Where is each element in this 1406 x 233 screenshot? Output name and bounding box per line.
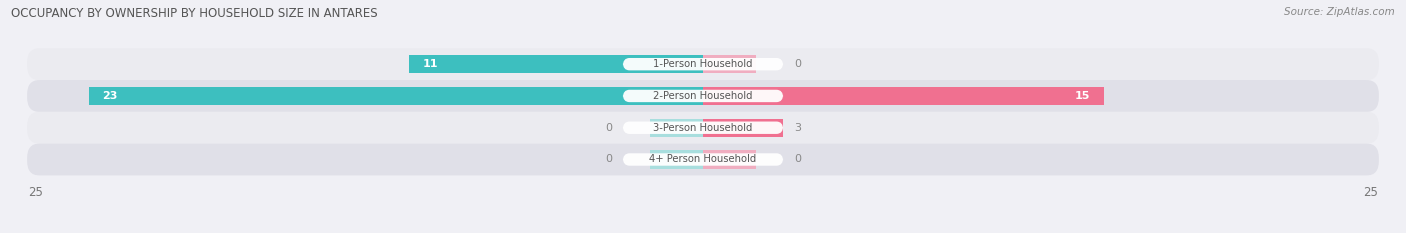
FancyBboxPatch shape: [623, 153, 783, 166]
Bar: [409, 55, 703, 73]
FancyBboxPatch shape: [623, 58, 783, 70]
Bar: [703, 87, 1104, 105]
Text: 0: 0: [794, 154, 801, 164]
Text: 1-Person Household: 1-Person Household: [654, 59, 752, 69]
Bar: [89, 87, 703, 105]
Text: 23: 23: [101, 91, 117, 101]
Bar: [650, 150, 703, 169]
Text: 3-Person Household: 3-Person Household: [654, 123, 752, 133]
FancyBboxPatch shape: [27, 144, 1379, 175]
Text: OCCUPANCY BY OWNERSHIP BY HOUSEHOLD SIZE IN ANTARES: OCCUPANCY BY OWNERSHIP BY HOUSEHOLD SIZE…: [11, 7, 378, 20]
Text: Source: ZipAtlas.com: Source: ZipAtlas.com: [1284, 7, 1395, 17]
Text: 2-Person Household: 2-Person Household: [654, 91, 752, 101]
FancyBboxPatch shape: [27, 112, 1379, 144]
FancyBboxPatch shape: [27, 48, 1379, 80]
Text: 3: 3: [794, 123, 801, 133]
FancyBboxPatch shape: [623, 90, 783, 102]
Bar: [703, 150, 756, 169]
Bar: [703, 119, 783, 137]
FancyBboxPatch shape: [27, 80, 1379, 112]
Bar: [703, 55, 756, 73]
Text: 4+ Person Household: 4+ Person Household: [650, 154, 756, 164]
Text: 0: 0: [605, 123, 612, 133]
Text: 15: 15: [1076, 91, 1091, 101]
Text: 11: 11: [422, 59, 439, 69]
Text: 0: 0: [605, 154, 612, 164]
Bar: [650, 119, 703, 137]
FancyBboxPatch shape: [623, 122, 783, 134]
Text: 0: 0: [794, 59, 801, 69]
